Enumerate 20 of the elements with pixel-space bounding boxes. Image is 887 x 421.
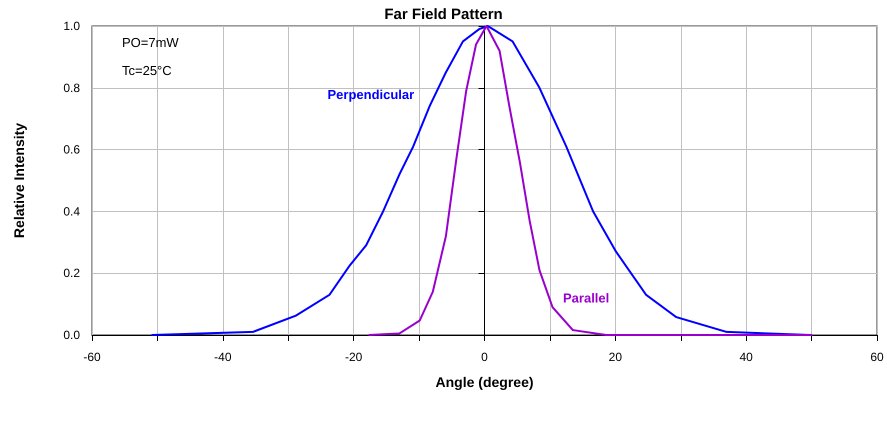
- x-axis-title: Angle (degree): [435, 374, 534, 390]
- chart-title: Far Field Pattern: [384, 6, 503, 23]
- annotation: PO=7mW: [122, 35, 180, 50]
- series-label: Parallel: [563, 290, 610, 306]
- y-tick-label: 0.2: [63, 266, 80, 280]
- x-tick-label: 0: [481, 350, 488, 364]
- x-tick-label: -20: [344, 350, 363, 364]
- y-tick-label: 1.0: [63, 19, 80, 33]
- x-tick-label: -40: [214, 350, 232, 364]
- y-tick-label: 0.0: [63, 328, 80, 342]
- x-tick-label: -60: [83, 350, 101, 364]
- x-tick-label: 60: [870, 350, 884, 364]
- x-tick-label: 20: [608, 350, 622, 364]
- x-tick-label: 40: [739, 350, 754, 364]
- y-tick-label: 0.4: [63, 204, 80, 218]
- series-label: Perpendicular: [328, 86, 414, 102]
- annotation: Tc=25°C: [122, 63, 172, 78]
- y-tick-label: 0.6: [63, 142, 80, 157]
- y-tick-label: 0.8: [63, 80, 80, 95]
- y-axis-title: Relative Intensity: [11, 122, 27, 238]
